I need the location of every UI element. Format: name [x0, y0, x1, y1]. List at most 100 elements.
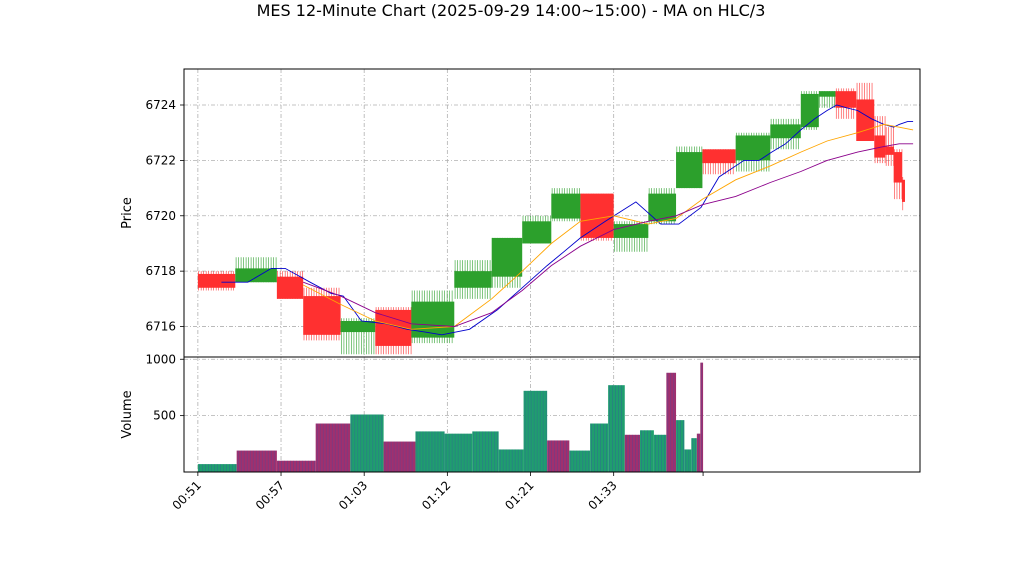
candle-body [835, 91, 857, 108]
xtick-label: 01:03 [336, 478, 370, 512]
candle [454, 260, 492, 299]
candle-body [885, 146, 894, 155]
candle-body [901, 179, 905, 202]
volume-bar-body [653, 434, 667, 472]
volume-panel: 500 1000 Volume 00:51 00:57 01:03 01:12 01:21 01… [120, 352, 921, 513]
price-ylabel: Price [120, 197, 135, 229]
volume-ylabel: Volume [120, 390, 135, 438]
ma-line-3 [303, 143, 914, 327]
volume-bar [569, 450, 591, 472]
volume-bar-body [640, 430, 654, 472]
ma-line-1 [221, 104, 914, 336]
candle [411, 290, 455, 344]
moving-averages [221, 104, 914, 336]
volume-bars [197, 362, 704, 472]
volume-bar [640, 430, 654, 472]
candle [702, 149, 736, 175]
candle [276, 271, 304, 299]
price-panel: 6716 6718 6720 6722 6724 Price [120, 68, 921, 358]
candle-body [735, 135, 771, 161]
volume-bar [590, 423, 609, 472]
volume-axes-frame [183, 356, 921, 473]
volume-bar-body [444, 433, 473, 472]
volume-bar-body [590, 423, 609, 472]
volume-bar [653, 434, 667, 472]
volume-bar [684, 449, 692, 472]
candle [874, 116, 886, 164]
candle-body [893, 152, 902, 183]
volume-bar [383, 441, 416, 472]
volume-bar [608, 385, 625, 472]
candle [800, 91, 819, 130]
candle-body [676, 152, 703, 189]
volume-bar-body [415, 431, 445, 472]
volume-bar [523, 390, 548, 472]
candle [551, 188, 581, 222]
volume-bar [624, 434, 641, 472]
candle-body [491, 237, 523, 277]
candle-body [702, 149, 736, 164]
candle-body [303, 296, 341, 335]
volume-bar [472, 431, 499, 472]
candles [197, 82, 905, 355]
volume-ytick-label: 500 [153, 409, 176, 423]
volume-bar [236, 450, 277, 472]
price-ytick-label: 6716 [145, 320, 176, 334]
volume-bar-body [315, 423, 351, 472]
volume-bar-body [676, 420, 685, 472]
volume-bar-body [523, 390, 548, 472]
candle-body [235, 268, 277, 283]
candle-body [276, 276, 304, 299]
volume-bar [666, 372, 677, 472]
volume-bar [676, 420, 685, 472]
candle [770, 118, 801, 150]
candle-body [522, 221, 552, 244]
ma-line-2 [302, 123, 914, 330]
volume-bar [415, 431, 445, 472]
candle [735, 132, 771, 172]
volume-bar [547, 440, 570, 472]
candle [893, 149, 903, 200]
candle [491, 237, 523, 288]
volume-bar-body [691, 438, 697, 472]
volume-bar [700, 362, 704, 472]
price-ytick-label: 6720 [145, 209, 176, 223]
candle [580, 193, 614, 241]
xtick-label: 00:51 [170, 478, 204, 512]
volume-grid [184, 357, 920, 472]
price-ytick-label: 6722 [145, 153, 176, 167]
volume-bar [444, 433, 473, 472]
volume-bar [350, 414, 384, 472]
chart-title: MES 12-Minute Chart (2025-09-29 14:00~15… [257, 1, 766, 20]
volume-bar [197, 464, 237, 472]
candle-body [340, 321, 376, 333]
candle-body [197, 273, 236, 288]
xtick-label: 00:57 [253, 478, 287, 512]
volume-bar [691, 438, 697, 472]
volume-ytick-label: 1000 [145, 352, 176, 366]
candle [676, 146, 703, 189]
candle [235, 257, 277, 283]
candle [901, 177, 905, 211]
candle [340, 318, 376, 355]
volume-bar-body [547, 440, 570, 472]
candle [818, 91, 836, 108]
volume-bar-body [608, 385, 625, 472]
candle [522, 215, 552, 244]
volume-bar-body [684, 449, 692, 472]
volume-bar-body [383, 441, 416, 472]
volume-bar-body [666, 372, 677, 472]
candle-body [770, 124, 801, 139]
candle-body [454, 271, 492, 288]
candle [197, 271, 236, 291]
volume-bar [315, 423, 351, 472]
candle-body [411, 301, 455, 338]
candle [835, 88, 857, 119]
xtick-label: 01:12 [419, 478, 453, 512]
candle-body [613, 224, 649, 238]
price-ytick-label: 6724 [145, 98, 176, 112]
candle [303, 287, 341, 341]
candle-body [874, 135, 886, 158]
